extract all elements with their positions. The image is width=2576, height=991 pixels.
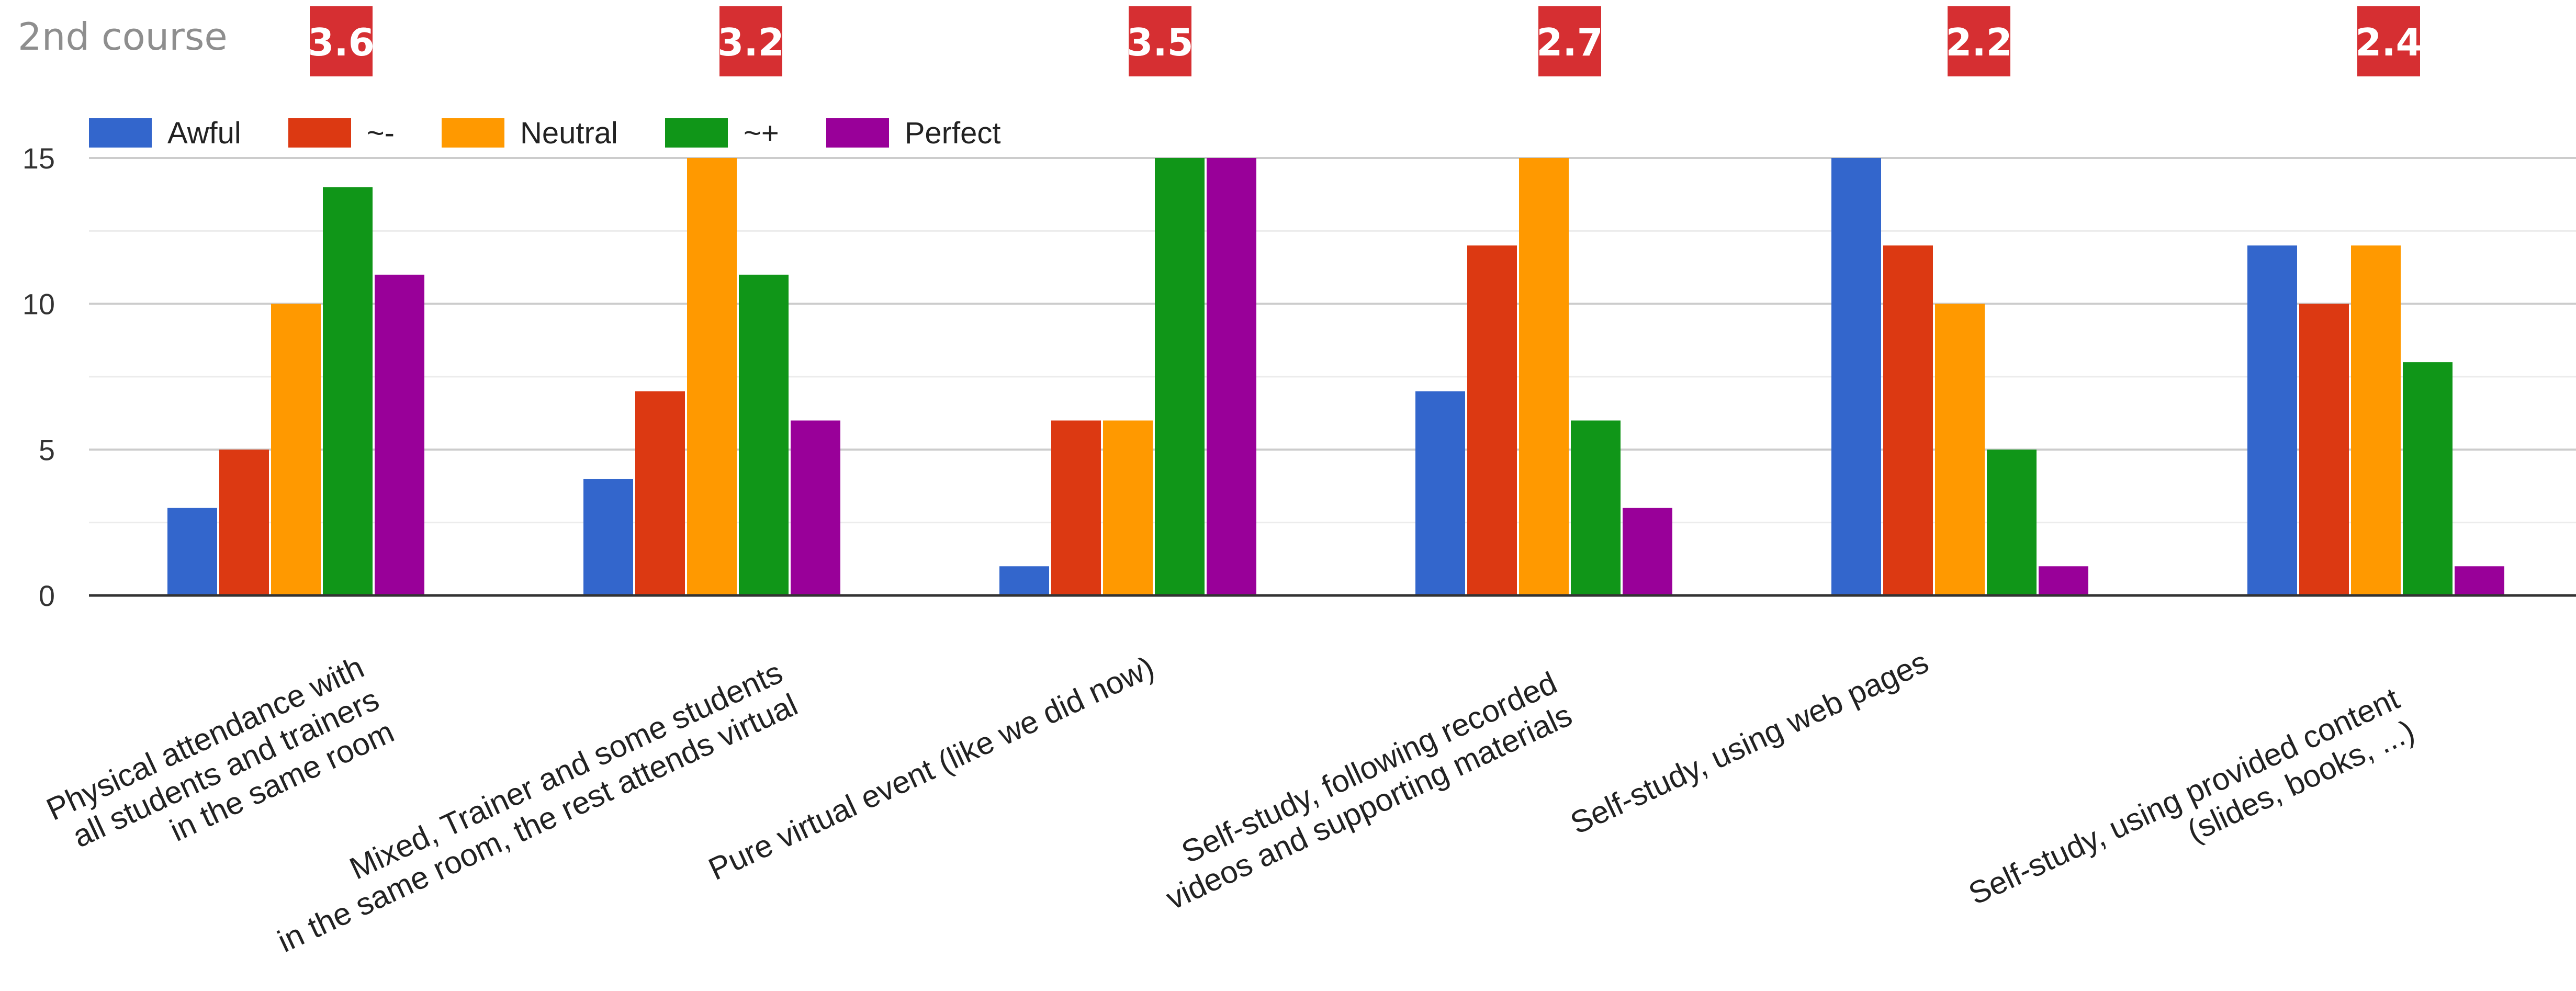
legend-swatch-neutral [441,118,504,148]
bar-perfect-5 [2039,566,2088,595]
legend-label-awful: Awful [167,116,241,150]
bar-perfect-3 [1207,158,1256,595]
bar-awful-2 [583,479,633,595]
legend-swatch-perfect [826,118,889,148]
y-tick-label: 10 [23,288,55,321]
legend-item-perfect: Perfect [826,116,1001,151]
bar-awful-5 [1831,158,1881,595]
legend-label-neutral: Neutral [520,116,618,150]
legend-item-awful: Awful [89,116,241,151]
legend-item-slightly-positive: ~+ [665,116,779,151]
bar-neutral-3 [1103,420,1153,595]
bar-awful-6 [2247,245,2297,595]
bar--6 [2299,303,2349,595]
average-badge [1538,6,1601,76]
legend-label-slightly-negative: ~- [366,116,395,150]
legend-label-perfect: Perfect [904,116,1001,150]
category-label: Self-study, using provided content(slide… [1963,681,2420,944]
legend-label-slightly-positive: ~+ [743,116,779,150]
legend-swatch-slightly-positive [665,118,728,148]
bar-awful-3 [999,566,1049,595]
bar--2 [635,391,685,595]
chart-legend: Awful ~- Neutral ~+ Perfect [89,114,1048,152]
average-badge-text: 2.4 [2355,20,2422,64]
bar-awful-1 [167,508,217,595]
category-label-line: Self-study, using provided content [1963,681,2405,911]
category-label: Self-study, using web pages [1565,644,1933,841]
category-label: Self-study, following recordedvideos and… [1145,665,1577,916]
y-tick-label: 0 [39,579,55,612]
bar--6 [2403,362,2453,595]
average-badge [1948,6,2010,76]
category-label-line: Self-study, using web pages [1565,644,1933,841]
y-tick-label: 15 [23,142,55,175]
average-badge-text: 3.2 [717,20,784,64]
bar-perfect-4 [1623,508,1672,595]
bar-neutral-4 [1519,158,1569,595]
bar--3 [1155,158,1205,595]
legend-item-slightly-negative: ~- [288,116,395,151]
category-label-line: videos and supporting materials [1161,697,1577,917]
average-badge-text: 2.2 [1945,20,2012,64]
average-badge [1129,6,1191,76]
bar--5 [1883,245,1933,595]
bar-perfect-6 [2455,566,2504,595]
category-label-line: Self-study, following recorded [1176,665,1562,870]
y-tick-label: 5 [39,433,55,466]
course-label: 2nd course [18,15,228,59]
bar-neutral-1 [271,303,321,595]
legend-swatch-awful [89,118,152,148]
bar-perfect-2 [791,420,840,595]
bar--1 [219,449,269,595]
bar--2 [739,274,789,595]
bar--1 [323,187,373,595]
bar-perfect-1 [375,274,424,595]
bar-neutral-6 [2351,245,2401,595]
average-badge-text: 3.5 [1127,20,1194,64]
average-badge [2357,6,2420,76]
average-badge-text: 2.7 [1536,20,1603,64]
bar--4 [1467,245,1517,595]
average-badge [310,6,373,76]
bar-neutral-5 [1935,303,1985,595]
bar-awful-4 [1415,391,1465,595]
legend-item-neutral: Neutral [441,116,618,151]
bar--5 [1987,449,2037,595]
average-badge-text: 3.6 [308,20,375,64]
average-badge [719,6,782,76]
bar--3 [1051,420,1101,595]
legend-swatch-slightly-negative [288,118,351,148]
bar-neutral-2 [687,158,737,595]
bar--4 [1571,420,1621,595]
